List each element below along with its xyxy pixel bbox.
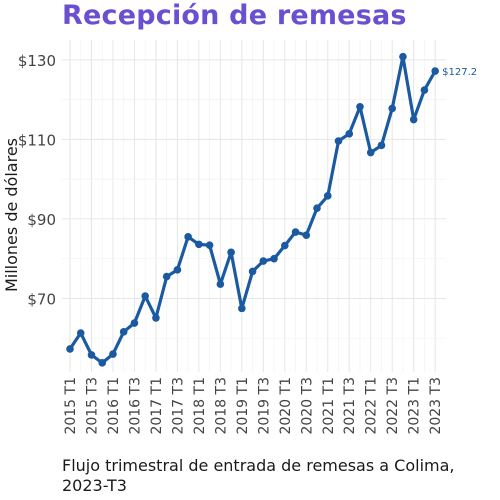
data-point xyxy=(195,240,203,249)
data-point xyxy=(76,329,85,337)
data-point xyxy=(109,350,117,358)
data-point xyxy=(141,292,149,300)
data-point xyxy=(270,254,278,263)
data-point xyxy=(119,328,128,336)
y-axis-label: Millones de dólares xyxy=(2,138,21,292)
x-tick-label: 2020 T3 xyxy=(299,377,315,435)
data-point xyxy=(248,267,257,276)
data-point xyxy=(98,359,107,367)
data-point xyxy=(366,148,375,157)
data-point xyxy=(409,115,418,124)
last-value-label: $127.2 xyxy=(442,67,477,78)
data-point xyxy=(302,231,311,240)
x-tick-label: 2017 T3 xyxy=(170,377,186,435)
x-tick-label: 2019 T1 xyxy=(235,377,251,435)
data-point xyxy=(388,104,397,113)
data-point xyxy=(87,351,96,359)
data-point xyxy=(162,272,171,281)
y-tick-label: $90 xyxy=(27,211,56,229)
data-point xyxy=(334,137,343,145)
y-tick-label: $130 xyxy=(18,52,56,70)
data-point xyxy=(356,102,364,111)
x-axis: 2015 T1 2015 T3 2016 T1 2016 T3 2017 T1 2017 … xyxy=(63,377,444,435)
data-point xyxy=(399,52,407,61)
x-tick-label: 2023 T3 xyxy=(428,377,444,435)
data-point xyxy=(66,345,74,353)
data-point xyxy=(281,241,289,250)
data-point xyxy=(377,141,386,150)
data-point xyxy=(291,228,300,236)
data-point xyxy=(345,130,354,138)
data-point xyxy=(431,67,439,75)
y-tick-label: $110 xyxy=(18,131,56,149)
data-point xyxy=(152,314,160,322)
x-tick-label: 2019 T3 xyxy=(256,377,272,435)
x-tick-label: 2015 T1 xyxy=(63,377,79,435)
x-tick-label: 2015 T3 xyxy=(84,377,100,435)
data-point xyxy=(173,266,182,274)
data-point xyxy=(238,304,246,313)
x-tick-label: 2016 T3 xyxy=(127,377,143,435)
x-tick-label: 2022 T1 xyxy=(364,377,380,435)
x-tick-label: 2016 T1 xyxy=(106,377,122,435)
x-tick-label: 2023 T1 xyxy=(407,377,423,435)
x-tick-label: 2020 T1 xyxy=(278,377,294,435)
data-point xyxy=(227,248,235,257)
x-tick-label: 2021 T1 xyxy=(321,377,337,435)
data-point xyxy=(323,192,332,200)
x-tick-label: 2018 T3 xyxy=(213,377,229,435)
data-point xyxy=(205,241,214,249)
x-tick-label: 2018 T1 xyxy=(192,377,208,435)
x-tick-label: 2021 T3 xyxy=(342,377,358,435)
y-axis: $70 $90 $110 $130 xyxy=(18,52,56,309)
data-point xyxy=(130,319,139,327)
data-point xyxy=(420,86,429,94)
chart-caption: Flujo trimestral de entrada de remesas a… xyxy=(62,456,455,495)
x-tick-label: 2017 T1 xyxy=(149,377,165,435)
data-point xyxy=(184,233,192,241)
data-point xyxy=(216,280,225,288)
data-labels: $127.2 xyxy=(442,67,477,78)
data-point xyxy=(259,257,268,265)
chart-title: Recepción de remesas xyxy=(62,0,407,31)
grid xyxy=(62,40,446,372)
x-tick-label: 2022 T3 xyxy=(385,377,401,435)
data-point xyxy=(313,204,321,212)
y-tick-label: $70 xyxy=(27,290,56,308)
series-remesas xyxy=(66,52,439,367)
